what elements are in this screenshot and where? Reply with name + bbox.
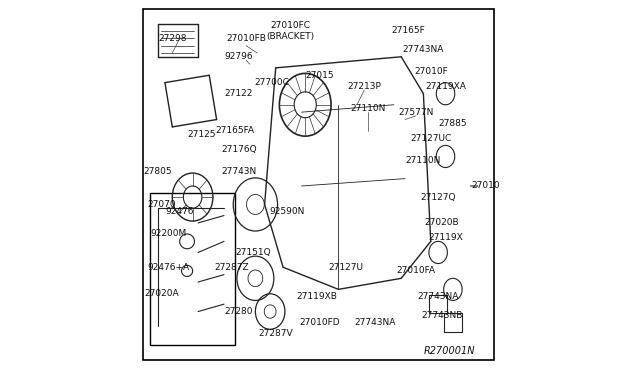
Text: 27010FB: 27010FB: [226, 34, 266, 43]
Text: 27020B: 27020B: [424, 218, 459, 227]
Text: 27743N: 27743N: [221, 167, 257, 176]
Text: 27280: 27280: [225, 307, 253, 316]
Text: 27015: 27015: [306, 71, 334, 80]
Text: 27213P: 27213P: [348, 82, 381, 91]
Text: 27577N: 27577N: [398, 108, 434, 117]
Bar: [150, 193, 235, 345]
Text: 92476+A: 92476+A: [148, 263, 189, 272]
Text: 27119XA: 27119XA: [425, 82, 466, 91]
Text: 27743NA: 27743NA: [403, 45, 444, 54]
Text: 27165F: 27165F: [392, 26, 426, 35]
Text: 27110N: 27110N: [350, 104, 386, 113]
Text: 92796: 92796: [225, 52, 253, 61]
Text: 27127Q: 27127Q: [420, 193, 456, 202]
Text: 27010FC
(BRACKET): 27010FC (BRACKET): [266, 21, 314, 41]
Text: 27743NB: 27743NB: [421, 311, 463, 320]
Text: 27070: 27070: [147, 200, 175, 209]
Text: 27805: 27805: [143, 167, 172, 176]
Text: 27176Q: 27176Q: [221, 145, 257, 154]
Text: 27151Q: 27151Q: [236, 248, 271, 257]
Text: 27127UC: 27127UC: [410, 134, 451, 142]
Text: 27743NA: 27743NA: [355, 318, 396, 327]
Text: 27110N: 27110N: [406, 155, 441, 165]
Text: 27287V: 27287V: [259, 329, 293, 338]
Text: 92200M: 92200M: [150, 230, 187, 238]
Text: 27127U: 27127U: [328, 263, 364, 272]
Text: 27010: 27010: [472, 182, 500, 190]
Text: 27020A: 27020A: [144, 289, 179, 298]
Text: 27119XB: 27119XB: [296, 292, 337, 301]
Text: 27010F: 27010F: [414, 67, 447, 76]
Text: 27010FD: 27010FD: [300, 318, 340, 327]
Text: 92476: 92476: [166, 207, 194, 217]
Text: 27165FA: 27165FA: [216, 126, 255, 135]
Text: 27119X: 27119X: [428, 233, 463, 242]
Text: 27298: 27298: [158, 34, 187, 43]
Text: 27122: 27122: [225, 89, 253, 98]
Text: 27885: 27885: [438, 119, 467, 128]
Text: 27125: 27125: [188, 130, 216, 139]
Text: 27287Z: 27287Z: [214, 263, 249, 272]
Text: R270001N: R270001N: [424, 346, 475, 356]
Text: 92590N: 92590N: [269, 207, 305, 217]
Text: 27743NA: 27743NA: [417, 292, 459, 301]
Text: 27700C: 27700C: [255, 78, 289, 87]
Text: 27010FA: 27010FA: [397, 266, 435, 275]
